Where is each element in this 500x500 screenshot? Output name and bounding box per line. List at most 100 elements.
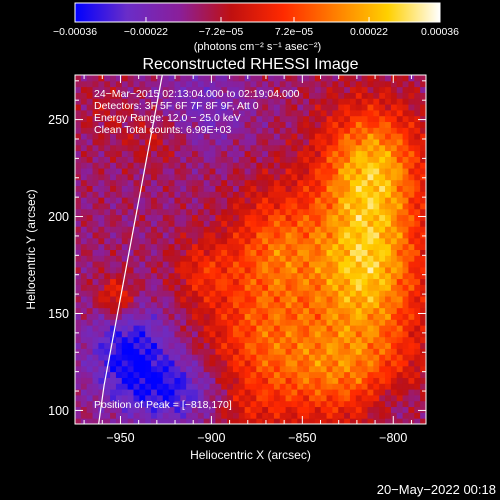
heatmap-cell: [279, 127, 287, 134]
heatmap-cell: [408, 249, 415, 256]
heatmap-cell: [145, 389, 152, 396]
heatmap-cell: [121, 296, 129, 303]
heatmap-cell: [250, 307, 257, 314]
heatmap-cell: [344, 348, 351, 355]
heatmap-cell: [367, 220, 374, 227]
heatmap-cell: [197, 365, 205, 373]
heatmap-cell: [92, 104, 99, 111]
heatmap-cell: [268, 284, 275, 291]
heatmap-cell: [408, 115, 415, 123]
heatmap-cell: [221, 208, 228, 216]
heatmap-cell: [168, 296, 175, 303]
heatmap-cell: [408, 243, 415, 250]
heatmap-cell: [414, 75, 421, 82]
heatmap-cell: [256, 144, 263, 152]
heatmap-cell: [291, 284, 298, 291]
heatmap-cell: [192, 400, 199, 408]
heatmap-cell: [110, 255, 117, 262]
heatmap-cell: [291, 191, 298, 198]
heatmap-cell: [256, 400, 263, 408]
heatmap-cell: [402, 104, 409, 111]
heatmap-cell: [203, 406, 211, 413]
heatmap-cell: [309, 202, 316, 210]
heatmap-cell: [414, 418, 421, 424]
heatmap-cell: [285, 290, 292, 297]
heatmap-cell: [379, 104, 386, 111]
heatmap-cell: [244, 150, 251, 157]
heatmap-cell: [285, 127, 292, 134]
heatmap-cell: [209, 232, 216, 239]
heatmap-cell: [379, 383, 386, 390]
heatmap-cell: [414, 400, 421, 408]
heatmap-cell: [355, 237, 363, 245]
heatmap-cell: [297, 330, 304, 338]
heatmap-cell: [162, 162, 170, 169]
heatmap-cell: [221, 377, 228, 384]
heatmap-cell: [133, 86, 140, 93]
heatmap-cell: [256, 232, 263, 239]
heatmap-cell: [320, 383, 328, 390]
heatmap-cell: [256, 360, 263, 367]
heatmap-cell: [344, 173, 351, 181]
heatmap-cell: [361, 243, 368, 250]
heatmap-cell: [379, 109, 386, 117]
heatmap-cell: [320, 261, 328, 268]
heatmap-cell: [303, 179, 310, 187]
heatmap-cell: [133, 121, 140, 128]
heatmap-cell: [396, 232, 404, 239]
heatmap-cell: [238, 75, 246, 82]
heatmap-cell: [402, 354, 409, 361]
heatmap-cell: [209, 319, 216, 326]
heatmap-cell: [221, 133, 228, 140]
heatmap-cell: [156, 307, 164, 314]
heatmap-cell: [349, 98, 357, 105]
heatmap-cell: [338, 156, 345, 163]
heatmap-cell: [285, 354, 292, 361]
heatmap-cell: [110, 232, 117, 239]
colorbar-tick-label: 0.00022: [350, 26, 388, 38]
heatmap-cell: [203, 226, 211, 233]
heatmap-cell: [390, 75, 398, 82]
heatmap-cell: [297, 162, 304, 169]
heatmap-cell: [180, 109, 187, 117]
heatmap-cell: [115, 360, 123, 367]
heatmap-cell: [75, 92, 82, 99]
heatmap-cell: [86, 138, 94, 146]
heatmap-cell: [332, 162, 339, 169]
heatmap-cell: [174, 179, 181, 187]
heatmap-cell: [244, 144, 251, 152]
heatmap-cell: [174, 104, 181, 111]
heatmap-cell: [197, 121, 205, 128]
heatmap-cell: [262, 237, 269, 245]
heatmap-cell: [151, 249, 158, 256]
heatmap-cell: [338, 179, 345, 187]
heatmap-cell: [408, 162, 415, 169]
heatmap-cell: [344, 365, 351, 373]
heatmap-cell: [110, 144, 117, 152]
heatmap-cell: [244, 261, 251, 268]
heatmap-cell: [420, 191, 426, 198]
heatmap-cell: [139, 400, 146, 408]
heatmap-cell: [385, 301, 392, 309]
heatmap-cell: [75, 179, 82, 187]
heatmap-cell: [297, 418, 304, 424]
heatmap-cell: [186, 418, 193, 424]
heatmap-cell: [326, 237, 333, 245]
heatmap-cell: [80, 249, 88, 256]
heatmap-cell: [309, 237, 316, 245]
heatmap-cell: [244, 121, 251, 128]
heatmap-cell: [420, 400, 426, 408]
heatmap-cell: [209, 208, 216, 216]
heatmap-cell: [256, 249, 263, 256]
heatmap-cell: [92, 226, 99, 233]
heatmap-cell: [92, 92, 99, 99]
heatmap-cell: [192, 360, 199, 367]
heatmap-cell: [291, 296, 298, 303]
heatmap-cell: [314, 255, 322, 262]
heatmap-cell: [115, 173, 123, 181]
heatmap-cell: [338, 272, 345, 280]
heatmap-cell: [162, 104, 170, 111]
heatmap-cell: [303, 371, 310, 378]
heatmap-cell: [361, 330, 368, 338]
heatmap-cell: [192, 109, 199, 117]
